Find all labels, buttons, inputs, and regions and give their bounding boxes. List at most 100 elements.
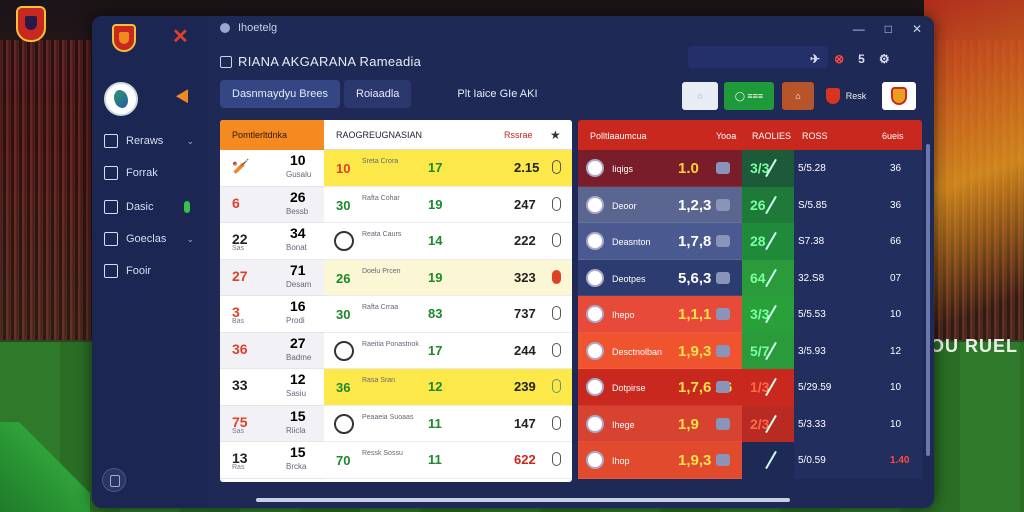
table-row[interactable]: Ihepo 1,1,1 3/3 5/5.53 10: [578, 296, 922, 333]
table-row[interactable]: 33 12 Sasiu: [220, 369, 324, 406]
team-name: Ihepo: [612, 310, 635, 320]
close-icon[interactable]: ✕: [911, 22, 922, 36]
stat-icon: [716, 308, 730, 320]
team-logo-icon: [334, 340, 354, 361]
table-row[interactable]: Reata Caurs 14 222: [324, 223, 572, 260]
bookmark-icon[interactable]: [552, 306, 561, 320]
table-row[interactable]: Ihege 1,9 2/3 5/3.33 10: [578, 405, 922, 442]
table-row[interactable]: 22 34 Bonat Sas: [220, 223, 324, 260]
bookmark-icon[interactable]: [552, 415, 561, 430]
table-row[interactable]: 🏏 10 Gusalu: [220, 150, 324, 187]
bookmark-icon[interactable]: [552, 269, 561, 284]
chip-4[interactable]: Resk: [818, 82, 874, 110]
sidebar-item-3[interactable]: Dasic: [104, 194, 204, 220]
chip-1[interactable]: ◌: [682, 82, 718, 110]
table-row[interactable]: Deoor 1,2,3 26 S/5.85 36: [578, 186, 922, 223]
table-row[interactable]: 36 Rasa Sran 12 239: [324, 369, 572, 406]
stats-cell-bg: [794, 223, 922, 260]
table-row[interactable]: Peaaeia Suoaas 11 147: [324, 406, 572, 442]
tab-1[interactable]: Dasnmaydyu Brees: [220, 80, 340, 108]
toolbar: ✈ ⊗ 5 ⚙: [810, 52, 890, 66]
form-value: 2/3: [750, 415, 770, 432]
table-row[interactable]: 13 15 Brcka Ras: [220, 442, 324, 479]
team-name: Rasa Sran: [362, 377, 396, 384]
cell-sub: Sas: [232, 245, 245, 252]
table-row[interactable]: 75 15 Riicla Sas: [220, 405, 324, 442]
maximize-icon[interactable]: □: [884, 22, 892, 36]
play-icon: [104, 134, 118, 148]
table-row[interactable]: Dotpirse 1,7,6 26 1/3 5/29.59 10: [578, 369, 922, 406]
user-avatar[interactable]: [104, 82, 138, 116]
notification-arrow-icon: [175, 89, 195, 107]
vertical-scrollbar[interactable]: [926, 144, 930, 456]
sidebar-item-5[interactable]: Fooir: [104, 258, 204, 284]
stats-cell-bg: [794, 405, 922, 442]
sidebar-item-2[interactable]: Forrak: [104, 160, 204, 186]
settings-icon[interactable]: [102, 468, 126, 492]
bookmark-icon[interactable]: [552, 342, 561, 357]
table-row[interactable]: 10 Sreta Crora 17 2.15: [324, 150, 572, 187]
bookmark-icon[interactable]: [552, 452, 561, 466]
score-value: 1,2,3: [678, 196, 712, 214]
cell-a: 27: [232, 267, 248, 284]
book-icon: [104, 200, 118, 214]
sidebar-item-label: Fooir: [126, 265, 152, 277]
score-value: 1,9: [678, 415, 699, 433]
gear-icon[interactable]: ⚙: [878, 52, 890, 66]
form-value: 26: [750, 196, 766, 213]
chip-5[interactable]: [882, 82, 916, 110]
search-input[interactable]: [688, 46, 828, 68]
table-row[interactable]: Deotpes 5,6,3 64 32.S8 07: [578, 259, 922, 296]
window-icon: [220, 23, 230, 33]
table-row[interactable]: Desctnolban 1,9,3 5/7 3/5.93 12: [578, 332, 922, 369]
bookmark-icon[interactable]: [552, 233, 561, 247]
sidebar-item-1[interactable]: Reraws ⌄: [104, 128, 204, 154]
chip-3[interactable]: ⌂: [782, 82, 814, 110]
table-row[interactable]: Raeitia Ponastnok 17 244: [324, 333, 572, 369]
stadium-banner: OU RUEL: [930, 336, 1018, 356]
table-row[interactable]: 6 26 Bessb: [220, 186, 324, 223]
table-row[interactable]: 70 Ressk Sossu 11 622: [324, 442, 572, 479]
cell-n3: 247: [514, 196, 536, 212]
table-row[interactable]: 36 27 Badme: [220, 332, 324, 369]
score-value: 1.0: [678, 160, 699, 177]
minimize-icon[interactable]: —: [852, 22, 865, 36]
middle-table-title: RAOGREUGNASIAN: [336, 129, 423, 140]
count-badge[interactable]: 5: [858, 52, 865, 66]
app-window: ✕ Reraws ⌄ Forrak Dasic Goeclas ⌄ Fooir: [92, 16, 934, 508]
cell-a: 75: [232, 413, 248, 430]
close-sidebar-icon[interactable]: ✕: [172, 26, 189, 48]
team-logo-icon: [586, 268, 604, 287]
form-cell-bg: [742, 259, 794, 296]
table-row[interactable]: 27 71 Desam: [220, 259, 324, 296]
tab-3[interactable]: Plt Iaice GIe AKI: [457, 88, 538, 100]
star-icon[interactable]: ★: [550, 127, 561, 142]
chip-2[interactable]: ◯ ≡≡≡: [724, 82, 774, 110]
decorative-corner: [0, 422, 90, 512]
horizontal-scrollbar[interactable]: [256, 498, 790, 502]
ratio-value: 5/3.33: [798, 418, 826, 430]
sidebar-item-4[interactable]: Goeclas ⌄: [104, 226, 204, 252]
team-logo-icon: [586, 305, 604, 323]
plane-icon[interactable]: ✈: [810, 52, 821, 66]
table-row[interactable]: 3 16 Prodi Bas: [220, 296, 324, 333]
bookmark-icon[interactable]: [552, 379, 561, 393]
bookmark-icon[interactable]: [552, 160, 561, 174]
tab-2[interactable]: Roiaadla: [344, 80, 412, 108]
left-table: Pomtlerltdnka 🏏 10 Gusalu 6 26 Bessb 22 34 Bonat…: [220, 120, 324, 482]
table-row[interactable]: 26 Doelu Prcen 19 323: [324, 259, 572, 296]
table-row[interactable]: Ihop 1,9,3 5/0.59 1.40: [578, 442, 922, 479]
cell-n1: 36: [336, 380, 351, 395]
app-logo-icon: [112, 24, 136, 52]
bookmark-icon[interactable]: [552, 196, 561, 211]
table-row[interactable]: Iiqigs 1.0 3/3 5/5.28 36: [578, 150, 922, 187]
score-value: 5,6,3: [678, 269, 712, 287]
cell-b: 26: [290, 188, 306, 205]
table-row[interactable]: Deasnton 1,7,8 28 S7.38 66: [578, 223, 922, 260]
table-row[interactable]: 30 Rafta Crraa 83 737: [324, 296, 572, 333]
cell-n2: 19: [428, 196, 443, 212]
alert-icon[interactable]: ⊗: [834, 52, 845, 66]
form-value: 64: [750, 269, 766, 286]
table-row[interactable]: 30 Rafta Cohar 19 247: [324, 187, 572, 223]
stats-cell-bg: [794, 369, 922, 406]
